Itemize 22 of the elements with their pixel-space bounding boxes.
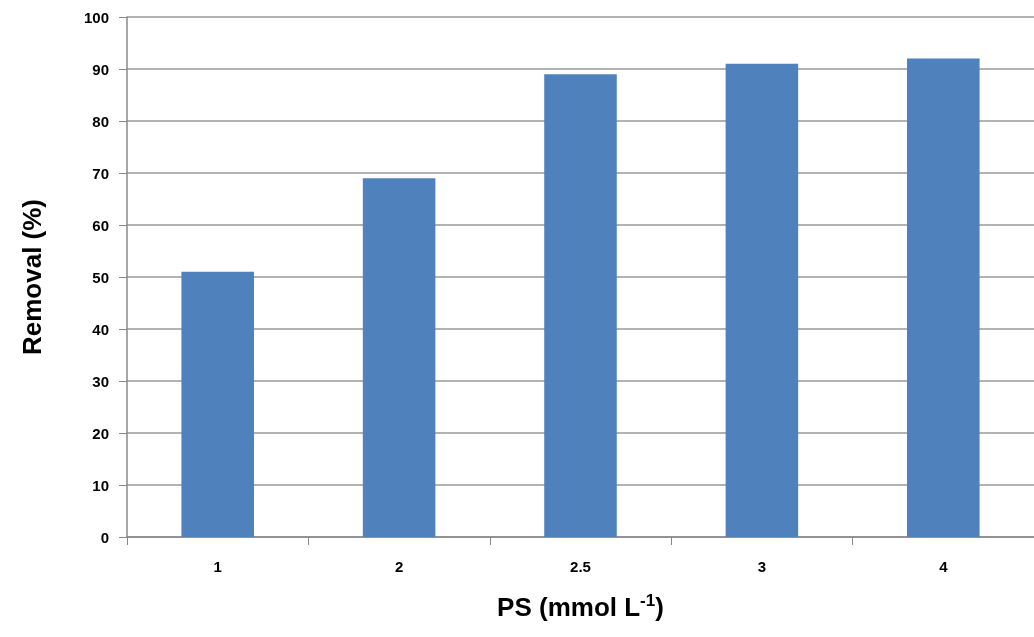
y-tick-label: 60 (92, 216, 109, 234)
y-tick-label: 50 (92, 268, 109, 286)
x-tick-label: 4 (939, 558, 949, 575)
bar (907, 58, 980, 537)
y-tick-label: 20 (92, 424, 109, 442)
y-tick-label: 30 (92, 372, 109, 390)
y-axis-title: Removal (%) (17, 198, 47, 356)
x-tick-label: 2 (394, 558, 404, 575)
bar (544, 74, 617, 537)
y-tick-label: 10 (92, 476, 109, 494)
y-tick-label: 90 (92, 60, 109, 78)
y-tick-label: 80 (92, 112, 109, 130)
x-tick-label: 1 (213, 558, 222, 575)
y-tick-label: 100 (83, 8, 109, 26)
bar (725, 63, 799, 537)
bar (362, 178, 436, 537)
x-tick-label: 2.5 (570, 558, 591, 575)
y-tick-label: 40 (92, 320, 109, 338)
y-tick-label: 70 (92, 164, 109, 182)
x-tick-label: 3 (757, 558, 767, 575)
y-tick-label: 0 (100, 528, 109, 546)
bar (181, 271, 254, 537)
